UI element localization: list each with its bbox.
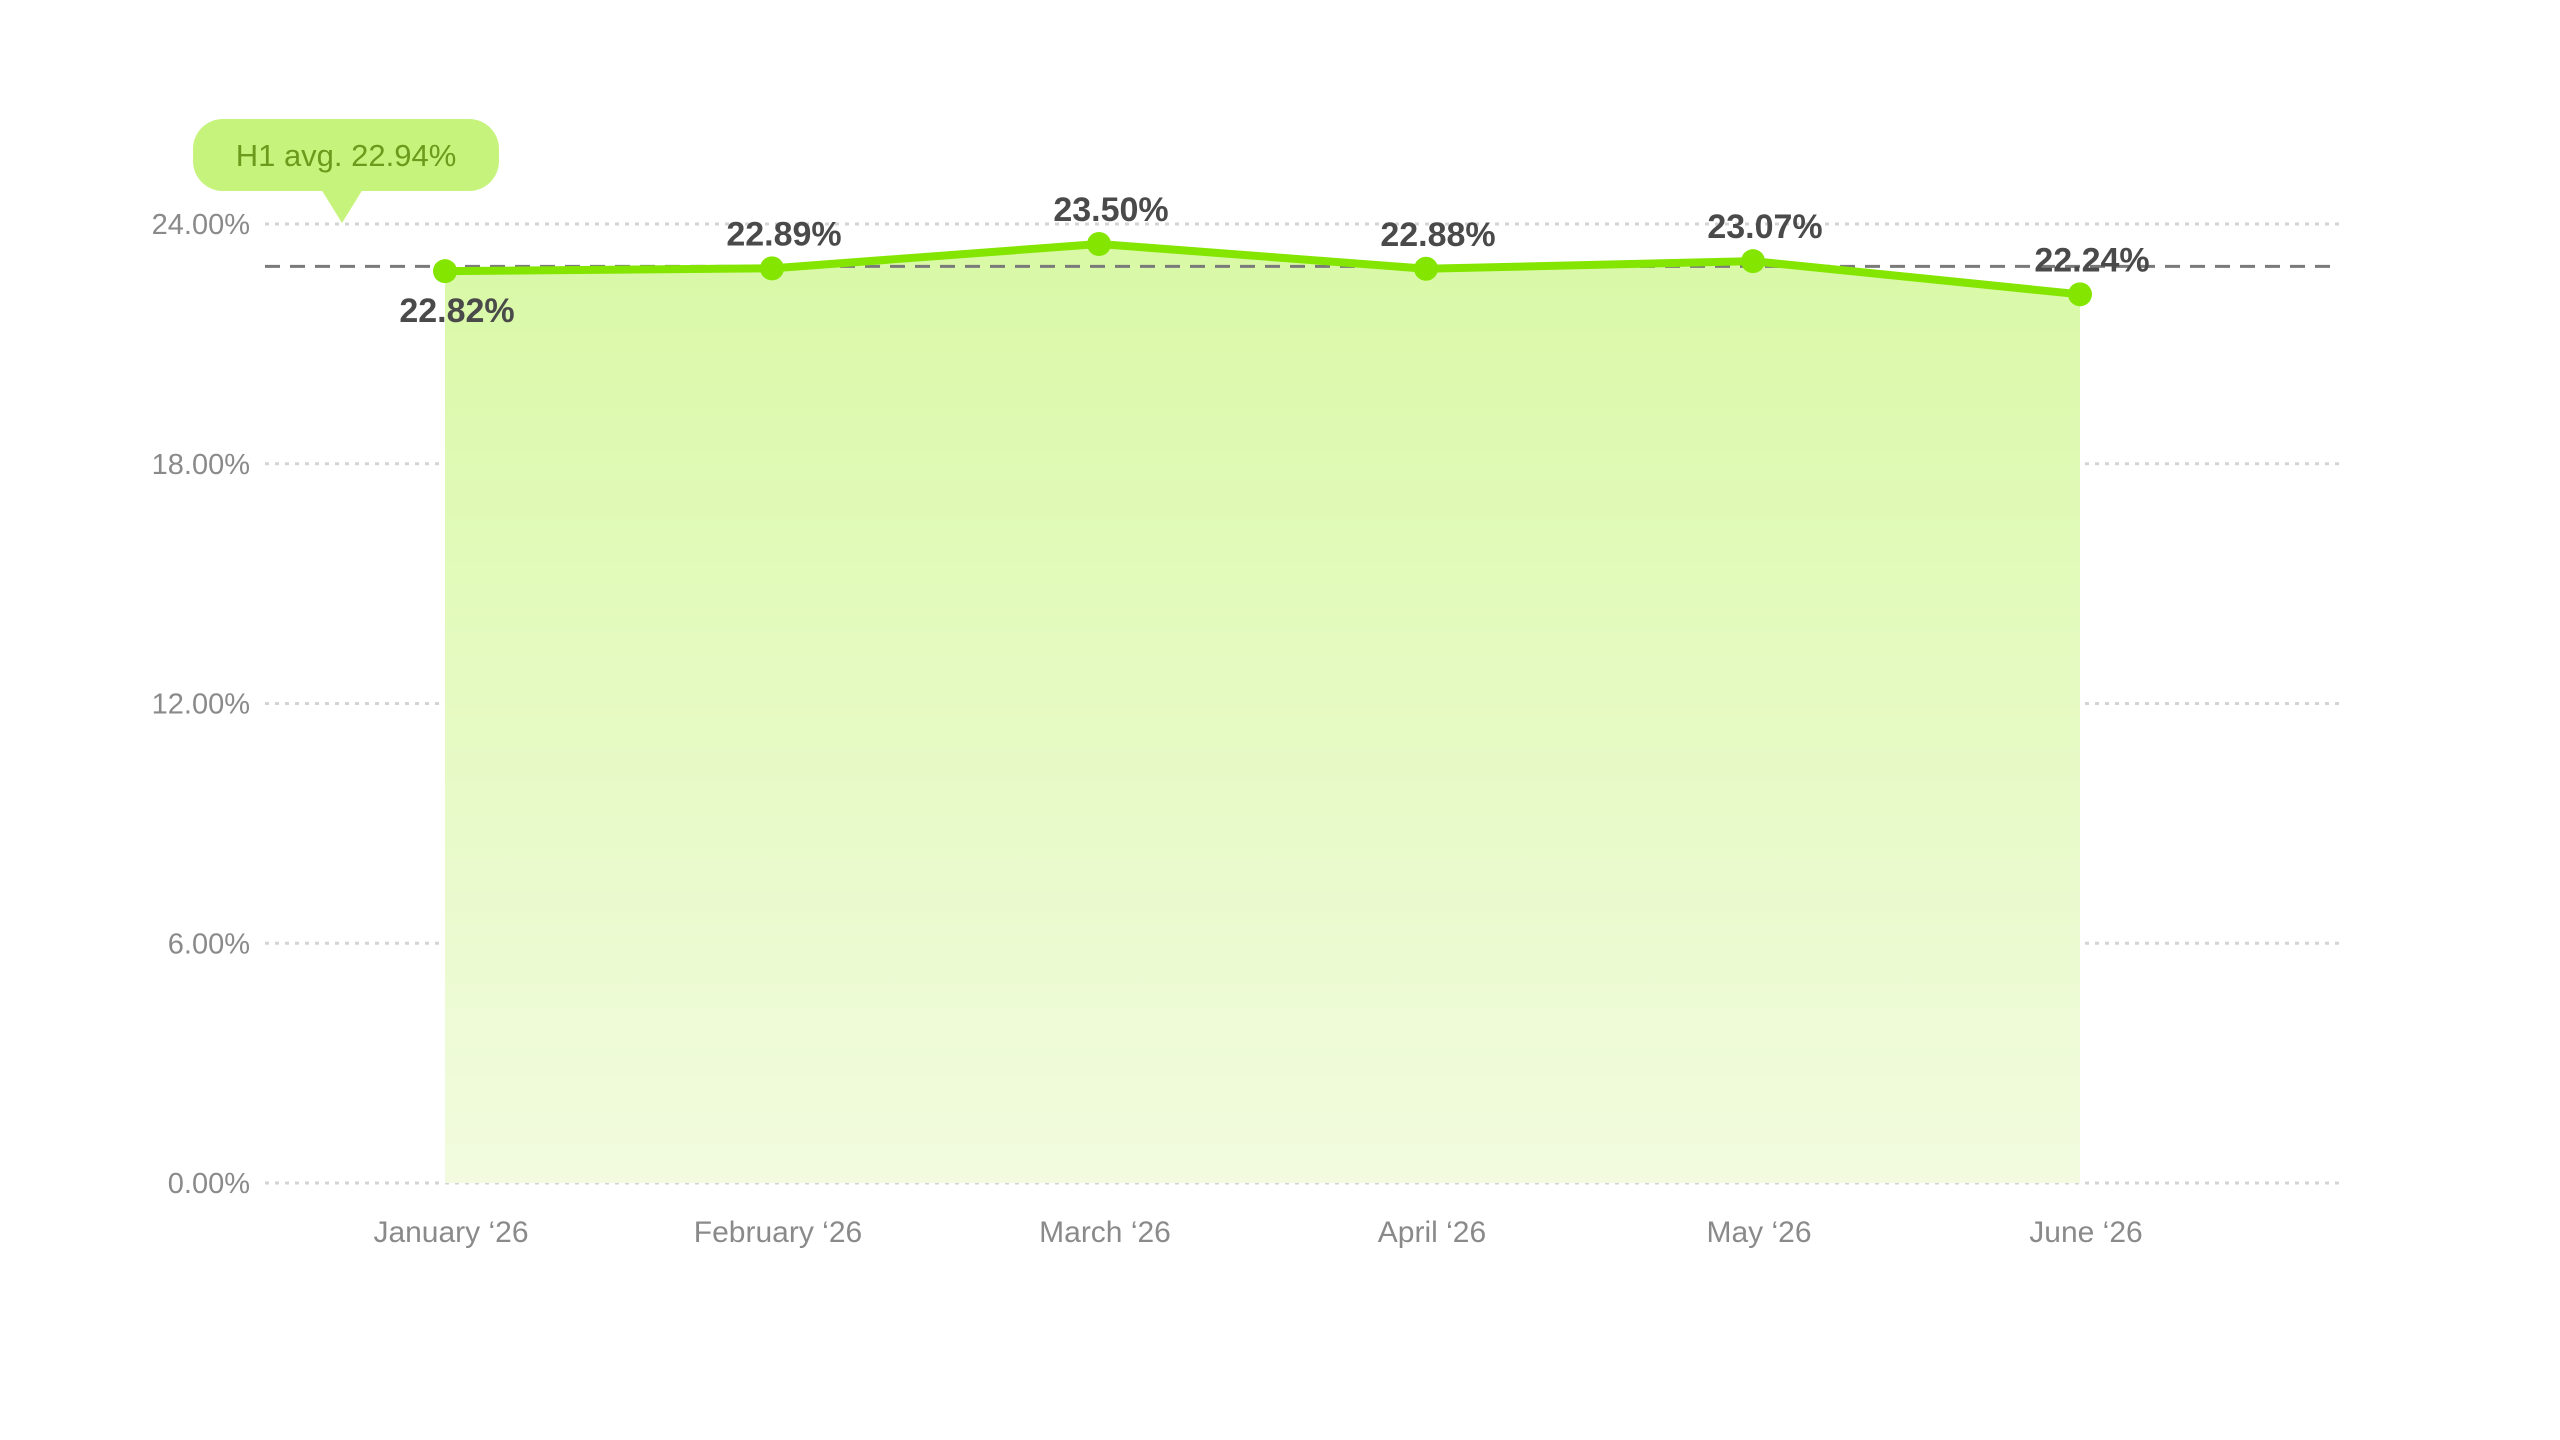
data-label: 22.89% <box>726 215 841 253</box>
data-point <box>1741 249 1765 274</box>
data-label: 23.50% <box>1053 191 1168 229</box>
x-tick-label: May ‘26 <box>1706 1216 1811 1249</box>
data-label: 22.88% <box>1380 216 1495 254</box>
data-point <box>2068 282 2092 307</box>
data-label: 23.07% <box>1707 208 1822 246</box>
average-reference: H1 avg. 22.94% <box>193 119 2340 268</box>
y-axis: 0.00% 6.00% 12.00% 18.00% 24.00% <box>152 209 250 1200</box>
x-tick-label: June ‘26 <box>2029 1216 2142 1249</box>
series-line <box>441 239 2084 299</box>
x-tick-label: January ‘26 <box>373 1216 528 1249</box>
x-tick-label: April ‘26 <box>1378 1216 1486 1249</box>
data-point <box>1414 256 1438 281</box>
x-tick-label: February ‘26 <box>694 1216 862 1249</box>
data-label: 22.24% <box>2034 241 2149 279</box>
y-tick-label: 0.00% <box>168 1168 250 1200</box>
y-tick-label: 24.00% <box>152 209 250 241</box>
area-fill <box>445 243 2080 1183</box>
y-tick-label: 12.00% <box>152 689 250 721</box>
data-point <box>1087 231 1111 256</box>
data-label: 22.82% <box>399 292 514 330</box>
y-tick-label: 6.00% <box>168 928 250 960</box>
average-badge <box>193 119 499 191</box>
data-points <box>433 231 2092 307</box>
data-labels: 22.82% 22.89% 23.50% 22.88% 23.07% 22.24% <box>399 191 2149 330</box>
data-point <box>433 259 457 284</box>
x-tick-label: March ‘26 <box>1039 1216 1171 1249</box>
series-polyline <box>441 239 2084 299</box>
area-fill-shape <box>445 243 2080 1183</box>
y-tick-label: 18.00% <box>152 449 250 481</box>
average-badge-pointer <box>321 189 363 223</box>
average-badge-text: H1 avg. 22.94% <box>236 138 457 173</box>
x-axis: January ‘26 February ‘26 March ‘26 April ‘2… <box>373 1216 2142 1249</box>
data-point <box>760 256 784 281</box>
